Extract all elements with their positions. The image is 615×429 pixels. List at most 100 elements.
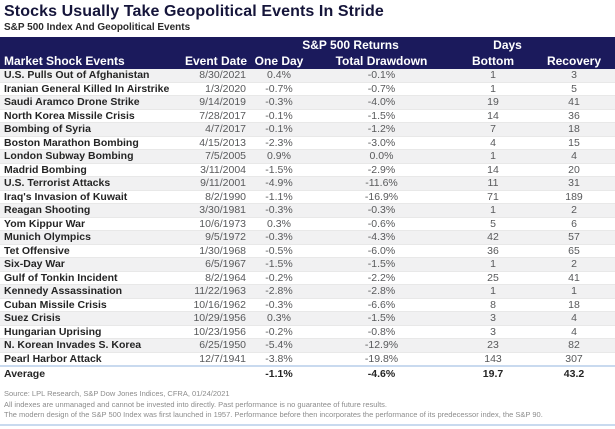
recovery-cell: 20 bbox=[533, 163, 615, 177]
event-cell: Iranian General Killed In Airstrike bbox=[0, 82, 190, 96]
source-note: Source: LPL Research, S&P Dow Jones Indi… bbox=[4, 389, 230, 398]
date-cell: 12/7/1941 bbox=[190, 352, 248, 367]
date-cell: 6/5/1967 bbox=[190, 257, 248, 272]
average-bottom-cell: 19.7 bbox=[453, 365, 533, 381]
table-row: Cuban Missile Crisis 10/16/1962 -0.3% -6.6%… bbox=[0, 298, 615, 312]
table-row: Kennedy Assassination 11/22/1963 -2.8% -2.8… bbox=[0, 284, 615, 299]
event-cell: Tet Offensive bbox=[0, 244, 190, 258]
drawdown-cell: -4.0% bbox=[310, 95, 453, 110]
recovery-cell: 57 bbox=[533, 230, 615, 245]
col-header-recovery: Recovery bbox=[533, 53, 615, 69]
bottom-cell: 71 bbox=[453, 190, 533, 204]
date-cell: 10/29/1956 bbox=[190, 311, 248, 326]
oneday-cell: 0.4% bbox=[248, 69, 310, 83]
drawdown-cell: -1.2% bbox=[310, 122, 453, 137]
oneday-cell: -0.3% bbox=[248, 298, 310, 312]
oneday-cell: -0.1% bbox=[248, 122, 310, 137]
recovery-cell: 65 bbox=[533, 244, 615, 258]
recovery-cell: 18 bbox=[533, 298, 615, 312]
event-cell: Cuban Missile Crisis bbox=[0, 298, 190, 312]
bottom-cell: 4 bbox=[453, 136, 533, 150]
table-row: London Subway Bombing 7/5/2005 0.9% 0.0% 1 4 bbox=[0, 149, 615, 164]
event-cell: Pearl Harbor Attack bbox=[0, 352, 190, 367]
event-cell: Madrid Bombing bbox=[0, 163, 190, 177]
recovery-cell: 41 bbox=[533, 271, 615, 285]
group-header-days: Days bbox=[453, 37, 615, 53]
oneday-cell: -1.5% bbox=[248, 163, 310, 177]
recovery-cell: 4 bbox=[533, 325, 615, 339]
bottom-cell: 1 bbox=[453, 149, 533, 164]
recovery-cell: 4 bbox=[533, 149, 615, 164]
date-cell: 4/7/2017 bbox=[190, 122, 248, 137]
event-cell: Bombing of Syria bbox=[0, 122, 190, 137]
event-cell: Saudi Aramco Drone Strike bbox=[0, 95, 190, 110]
date-cell: 3/11/2004 bbox=[190, 163, 248, 177]
table-row: Madrid Bombing 3/11/2004 -1.5% -2.9% 14 20 bbox=[0, 163, 615, 177]
date-cell: 10/16/1962 bbox=[190, 298, 248, 312]
table-row: U.S. Terrorist Attacks 9/11/2001 -4.9% -11.… bbox=[0, 176, 615, 191]
table-row: Yom Kippur War 10/6/1973 0.3% -0.6% 5 6 bbox=[0, 217, 615, 231]
table-row: North Korea Missile Crisis 7/28/2017 -0.1%… bbox=[0, 109, 615, 123]
event-cell: Hungarian Uprising bbox=[0, 325, 190, 339]
bottom-cell: 143 bbox=[453, 352, 533, 367]
table-row: Suez Crisis 10/29/1956 0.3% -1.5% 3 4 bbox=[0, 311, 615, 326]
table-row: Iraq's Invasion of Kuwait 8/2/1990 -1.1% -1… bbox=[0, 190, 615, 204]
bottom-cell: 3 bbox=[453, 311, 533, 326]
date-cell: 8/2/1990 bbox=[190, 190, 248, 204]
event-cell: London Subway Bombing bbox=[0, 149, 190, 164]
drawdown-cell: -0.1% bbox=[310, 69, 453, 83]
recovery-cell: 36 bbox=[533, 109, 615, 123]
table-row: Pearl Harbor Attack 12/7/1941 -3.8% -19.8% 1… bbox=[0, 352, 615, 367]
event-cell: U.S. Pulls Out of Afghanistan bbox=[0, 69, 190, 83]
recovery-cell: 4 bbox=[533, 311, 615, 326]
page-subtitle: S&P 500 Index And Geopolitical Events bbox=[4, 22, 191, 33]
recovery-cell: 5 bbox=[533, 82, 615, 96]
event-cell: Six-Day War bbox=[0, 257, 190, 272]
date-cell: 10/6/1973 bbox=[190, 217, 248, 231]
recovery-cell: 18 bbox=[533, 122, 615, 137]
oneday-cell: 0.3% bbox=[248, 217, 310, 231]
average-drawdown-cell: -4.6% bbox=[310, 365, 453, 381]
table-row: Gulf of Tonkin Incident 8/2/1964 -0.2% -2.2… bbox=[0, 271, 615, 285]
date-cell: 9/14/2019 bbox=[190, 95, 248, 110]
bottom-cell: 1 bbox=[453, 284, 533, 299]
bottom-cell: 23 bbox=[453, 338, 533, 353]
date-cell: 8/2/1964 bbox=[190, 271, 248, 285]
col-header-market-shock-events: Market Shock Events bbox=[0, 53, 190, 69]
table-row: Munich Olympics 9/5/1972 -0.3% -4.3% 42 57 bbox=[0, 230, 615, 245]
drawdown-cell: -6.6% bbox=[310, 298, 453, 312]
table-row: Bombing of Syria 4/7/2017 -0.1% -1.2% 7 18 bbox=[0, 122, 615, 137]
oneday-cell: -2.8% bbox=[248, 284, 310, 299]
table-row: Boston Marathon Bombing 4/15/2013 -2.3% -3.… bbox=[0, 136, 615, 150]
oneday-cell: 0.3% bbox=[248, 311, 310, 326]
bottom-cell: 25 bbox=[453, 271, 533, 285]
drawdown-cell: -2.2% bbox=[310, 271, 453, 285]
drawdown-cell: -1.5% bbox=[310, 257, 453, 272]
bottom-cell: 1 bbox=[453, 257, 533, 272]
events-table: S&P 500 Returns Days Market Shock Events… bbox=[0, 37, 615, 381]
average-recovery-cell: 43.2 bbox=[533, 365, 615, 381]
date-cell: 9/11/2001 bbox=[190, 176, 248, 191]
bottom-cell: 14 bbox=[453, 163, 533, 177]
date-cell: 7/28/2017 bbox=[190, 109, 248, 123]
event-cell: U.S. Terrorist Attacks bbox=[0, 176, 190, 191]
col-header-event-date-label: Event Date bbox=[184, 54, 247, 68]
col-header-bottom: Bottom bbox=[453, 53, 533, 69]
event-cell: N. Korean Invades S. Korea bbox=[0, 338, 190, 353]
date-cell: 1/30/1968 bbox=[190, 244, 248, 258]
oneday-cell: -0.1% bbox=[248, 109, 310, 123]
table-row: N. Korean Invades S. Korea 6/25/1950 -5.4%… bbox=[0, 338, 615, 353]
date-cell: 8/30/2021 bbox=[190, 69, 248, 83]
col-header-one-day: One Day bbox=[248, 53, 310, 69]
event-cell: Suez Crisis bbox=[0, 311, 190, 326]
average-label-cell: Average bbox=[0, 365, 190, 381]
recovery-cell: 15 bbox=[533, 136, 615, 150]
event-cell: Kennedy Assassination bbox=[0, 284, 190, 299]
group-header-sp500-returns: S&P 500 Returns bbox=[248, 37, 453, 53]
date-cell: 6/25/1950 bbox=[190, 338, 248, 353]
average-oneday-cell: -1.1% bbox=[248, 365, 310, 381]
bottom-cell: 1 bbox=[453, 203, 533, 218]
drawdown-cell: -1.5% bbox=[310, 311, 453, 326]
bottom-divider bbox=[0, 424, 615, 426]
bottom-cell: 42 bbox=[453, 230, 533, 245]
